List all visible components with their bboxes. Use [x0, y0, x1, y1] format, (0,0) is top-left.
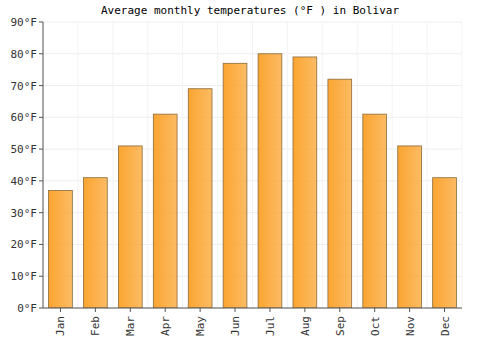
grid-line-v	[77, 22, 78, 308]
grid-line-v	[287, 22, 288, 308]
x-tick-mark	[60, 308, 61, 312]
x-tick-mark	[444, 308, 445, 312]
bar	[118, 146, 142, 308]
x-tick-mark	[374, 308, 375, 312]
bars	[49, 54, 457, 308]
y-tick-label: 30°F	[11, 207, 38, 220]
grid-line-v	[462, 22, 463, 308]
x-tick-mark	[200, 308, 201, 312]
x-tick-label: Oct	[369, 316, 382, 336]
grid-line	[43, 308, 462, 309]
y-tick-label: 60°F	[11, 111, 38, 124]
x-tick-mark	[130, 308, 131, 312]
tick-mark	[39, 276, 43, 277]
y-tick-label: 40°F	[11, 175, 38, 188]
x-tick-label: May	[194, 316, 207, 336]
x-tick-label: Aug	[299, 316, 312, 336]
tick-mark	[39, 53, 43, 54]
bar	[49, 190, 73, 308]
x-tick-label: Nov	[404, 316, 417, 336]
x-tick-label: Jun	[229, 316, 242, 336]
x-tick-label: Apr	[159, 316, 172, 336]
x-tick-mark	[165, 308, 166, 312]
bar	[293, 57, 317, 308]
y-axis	[43, 22, 44, 308]
x-tick-mark	[235, 308, 236, 312]
x-tick-label: Feb	[89, 316, 102, 336]
x-tick-mark	[339, 308, 340, 312]
grid-line-v	[147, 22, 148, 308]
tick-mark	[39, 180, 43, 181]
x-tick-mark	[409, 308, 410, 312]
bar	[328, 79, 352, 308]
bar	[153, 114, 177, 308]
grid-line-v	[322, 22, 323, 308]
x-tick-mark	[95, 308, 96, 312]
bar	[84, 178, 108, 308]
x-tick-mark	[269, 308, 270, 312]
grid-line-v	[43, 22, 44, 308]
tick-mark	[39, 212, 43, 213]
x-tick-label: Jul	[264, 316, 277, 336]
grid-line-v	[112, 22, 113, 308]
tick-mark	[39, 117, 43, 118]
tick-mark	[39, 149, 43, 150]
y-tick-label: 80°F	[11, 48, 38, 61]
grid	[43, 22, 462, 308]
grid-line-v	[357, 22, 358, 308]
bar	[363, 114, 387, 308]
x-tick-label: Jan	[54, 316, 67, 336]
y-tick-label: 0°F	[17, 302, 37, 315]
chart: Average monthly temperatures (°F ) in Bo…	[0, 0, 500, 350]
bar	[258, 54, 282, 308]
x-tick-label: Dec	[439, 316, 452, 336]
grid-line-v	[252, 22, 253, 308]
y-tick-label: 90°F	[11, 16, 38, 29]
y-tick-label: 50°F	[11, 143, 38, 156]
tick-mark	[39, 308, 43, 309]
x-tick-label: Sep	[334, 316, 347, 336]
y-tick-label: 10°F	[11, 270, 38, 283]
bar	[398, 146, 422, 308]
x-tick-mark	[304, 308, 305, 312]
grid-line-v	[217, 22, 218, 308]
grid-line-v	[182, 22, 183, 308]
y-tick-label: 20°F	[11, 238, 38, 251]
x-tick-label: Mar	[124, 316, 137, 336]
grid-line-v	[392, 22, 393, 308]
bar	[433, 178, 457, 308]
tick-mark	[39, 244, 43, 245]
title: Average monthly temperatures (°F ) in Bo…	[101, 4, 399, 17]
x-axis	[43, 308, 462, 309]
y-tick-label: 70°F	[11, 80, 38, 93]
tick-mark	[39, 22, 43, 23]
grid-line-v	[427, 22, 428, 308]
bar	[223, 63, 247, 308]
tick-mark	[39, 85, 43, 86]
bar	[188, 89, 212, 308]
